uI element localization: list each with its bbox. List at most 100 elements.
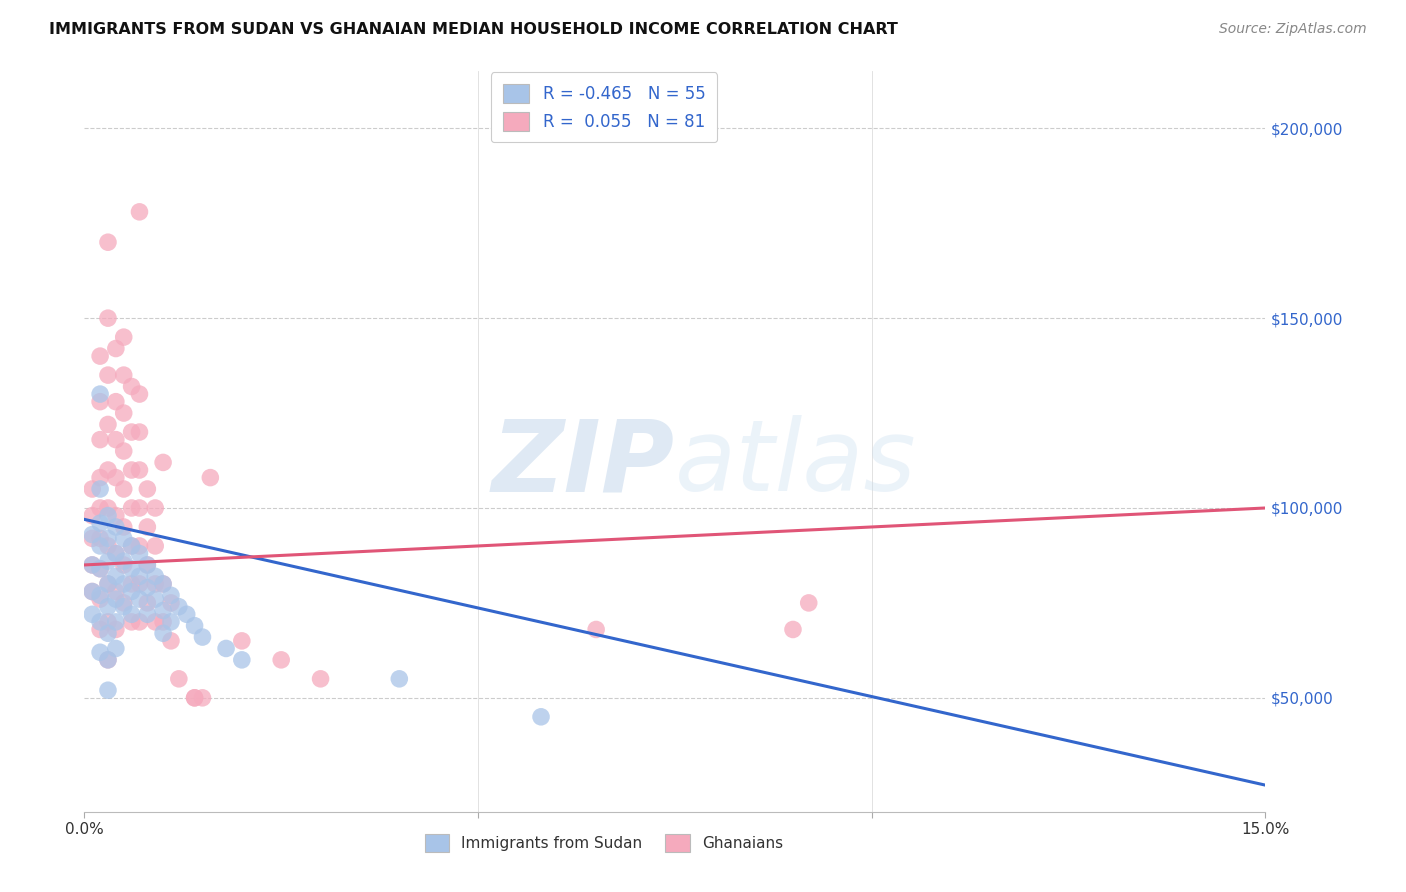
Point [82, 584, 104, 599]
Point [270, 653, 292, 667]
Point [112, 577, 135, 591]
Point [104, 569, 127, 583]
Point [112, 599, 135, 614]
Point [128, 577, 150, 591]
Point [309, 672, 332, 686]
Point [160, 633, 183, 648]
Point [97, 508, 120, 523]
Point [104, 641, 127, 656]
Point [143, 577, 166, 591]
Point [89, 592, 111, 607]
Point [121, 463, 143, 477]
Point [183, 690, 205, 705]
Point [128, 547, 150, 561]
Point [82, 527, 104, 541]
Point [231, 633, 253, 648]
Point [104, 547, 127, 561]
Point [97, 577, 120, 591]
Point [112, 482, 135, 496]
Point [104, 342, 127, 356]
Point [128, 387, 150, 401]
Legend: Immigrants from Sudan, Ghanaians: Immigrants from Sudan, Ghanaians [418, 827, 792, 860]
Point [152, 615, 174, 629]
Text: ZIP: ZIP [492, 416, 675, 512]
Point [97, 235, 120, 250]
Point [121, 607, 143, 622]
Point [128, 463, 150, 477]
Point [530, 710, 553, 724]
Point [136, 607, 159, 622]
Point [89, 645, 111, 659]
Point [152, 577, 174, 591]
Point [97, 532, 120, 546]
Point [89, 615, 111, 629]
Point [89, 562, 111, 576]
Point [160, 588, 183, 602]
Point [121, 379, 143, 393]
Point [104, 470, 127, 484]
Point [143, 592, 166, 607]
Point [104, 584, 127, 599]
Point [167, 672, 190, 686]
Point [152, 455, 174, 469]
Point [82, 558, 104, 572]
Point [183, 618, 205, 632]
Point [143, 615, 166, 629]
Point [121, 539, 143, 553]
Text: atlas: atlas [675, 416, 917, 512]
Point [89, 562, 111, 576]
Point [97, 463, 120, 477]
Point [121, 562, 143, 576]
Point [152, 626, 174, 640]
Point [89, 470, 111, 484]
Point [82, 532, 104, 546]
Point [89, 387, 111, 401]
Point [89, 539, 111, 553]
Point [89, 588, 111, 602]
Point [160, 615, 183, 629]
Point [89, 482, 111, 496]
Point [128, 500, 150, 515]
Point [89, 349, 111, 363]
Point [82, 558, 104, 572]
Point [104, 615, 127, 629]
Point [121, 584, 143, 599]
Point [797, 596, 820, 610]
Point [388, 672, 411, 686]
Point [128, 425, 150, 439]
Point [128, 569, 150, 583]
Point [104, 520, 127, 534]
Point [152, 603, 174, 617]
Point [121, 539, 143, 553]
Point [112, 596, 135, 610]
Point [782, 623, 804, 637]
Point [97, 554, 120, 568]
Point [200, 470, 222, 484]
Point [128, 204, 150, 219]
Point [136, 482, 159, 496]
Point [82, 508, 104, 523]
Point [82, 584, 104, 599]
Point [112, 406, 135, 420]
Point [89, 532, 111, 546]
Point [82, 607, 104, 622]
Point [136, 581, 159, 595]
Point [112, 368, 135, 383]
Point [97, 683, 120, 698]
Point [97, 599, 120, 614]
Point [176, 607, 198, 622]
Point [89, 394, 111, 409]
Point [121, 577, 143, 591]
Point [97, 539, 120, 553]
Point [143, 500, 166, 515]
Point [112, 444, 135, 458]
Point [89, 623, 111, 637]
Point [112, 558, 135, 572]
Point [121, 425, 143, 439]
Point [128, 592, 150, 607]
Point [82, 482, 104, 496]
Point [97, 500, 120, 515]
Point [97, 615, 120, 629]
Point [89, 433, 111, 447]
Point [121, 615, 143, 629]
